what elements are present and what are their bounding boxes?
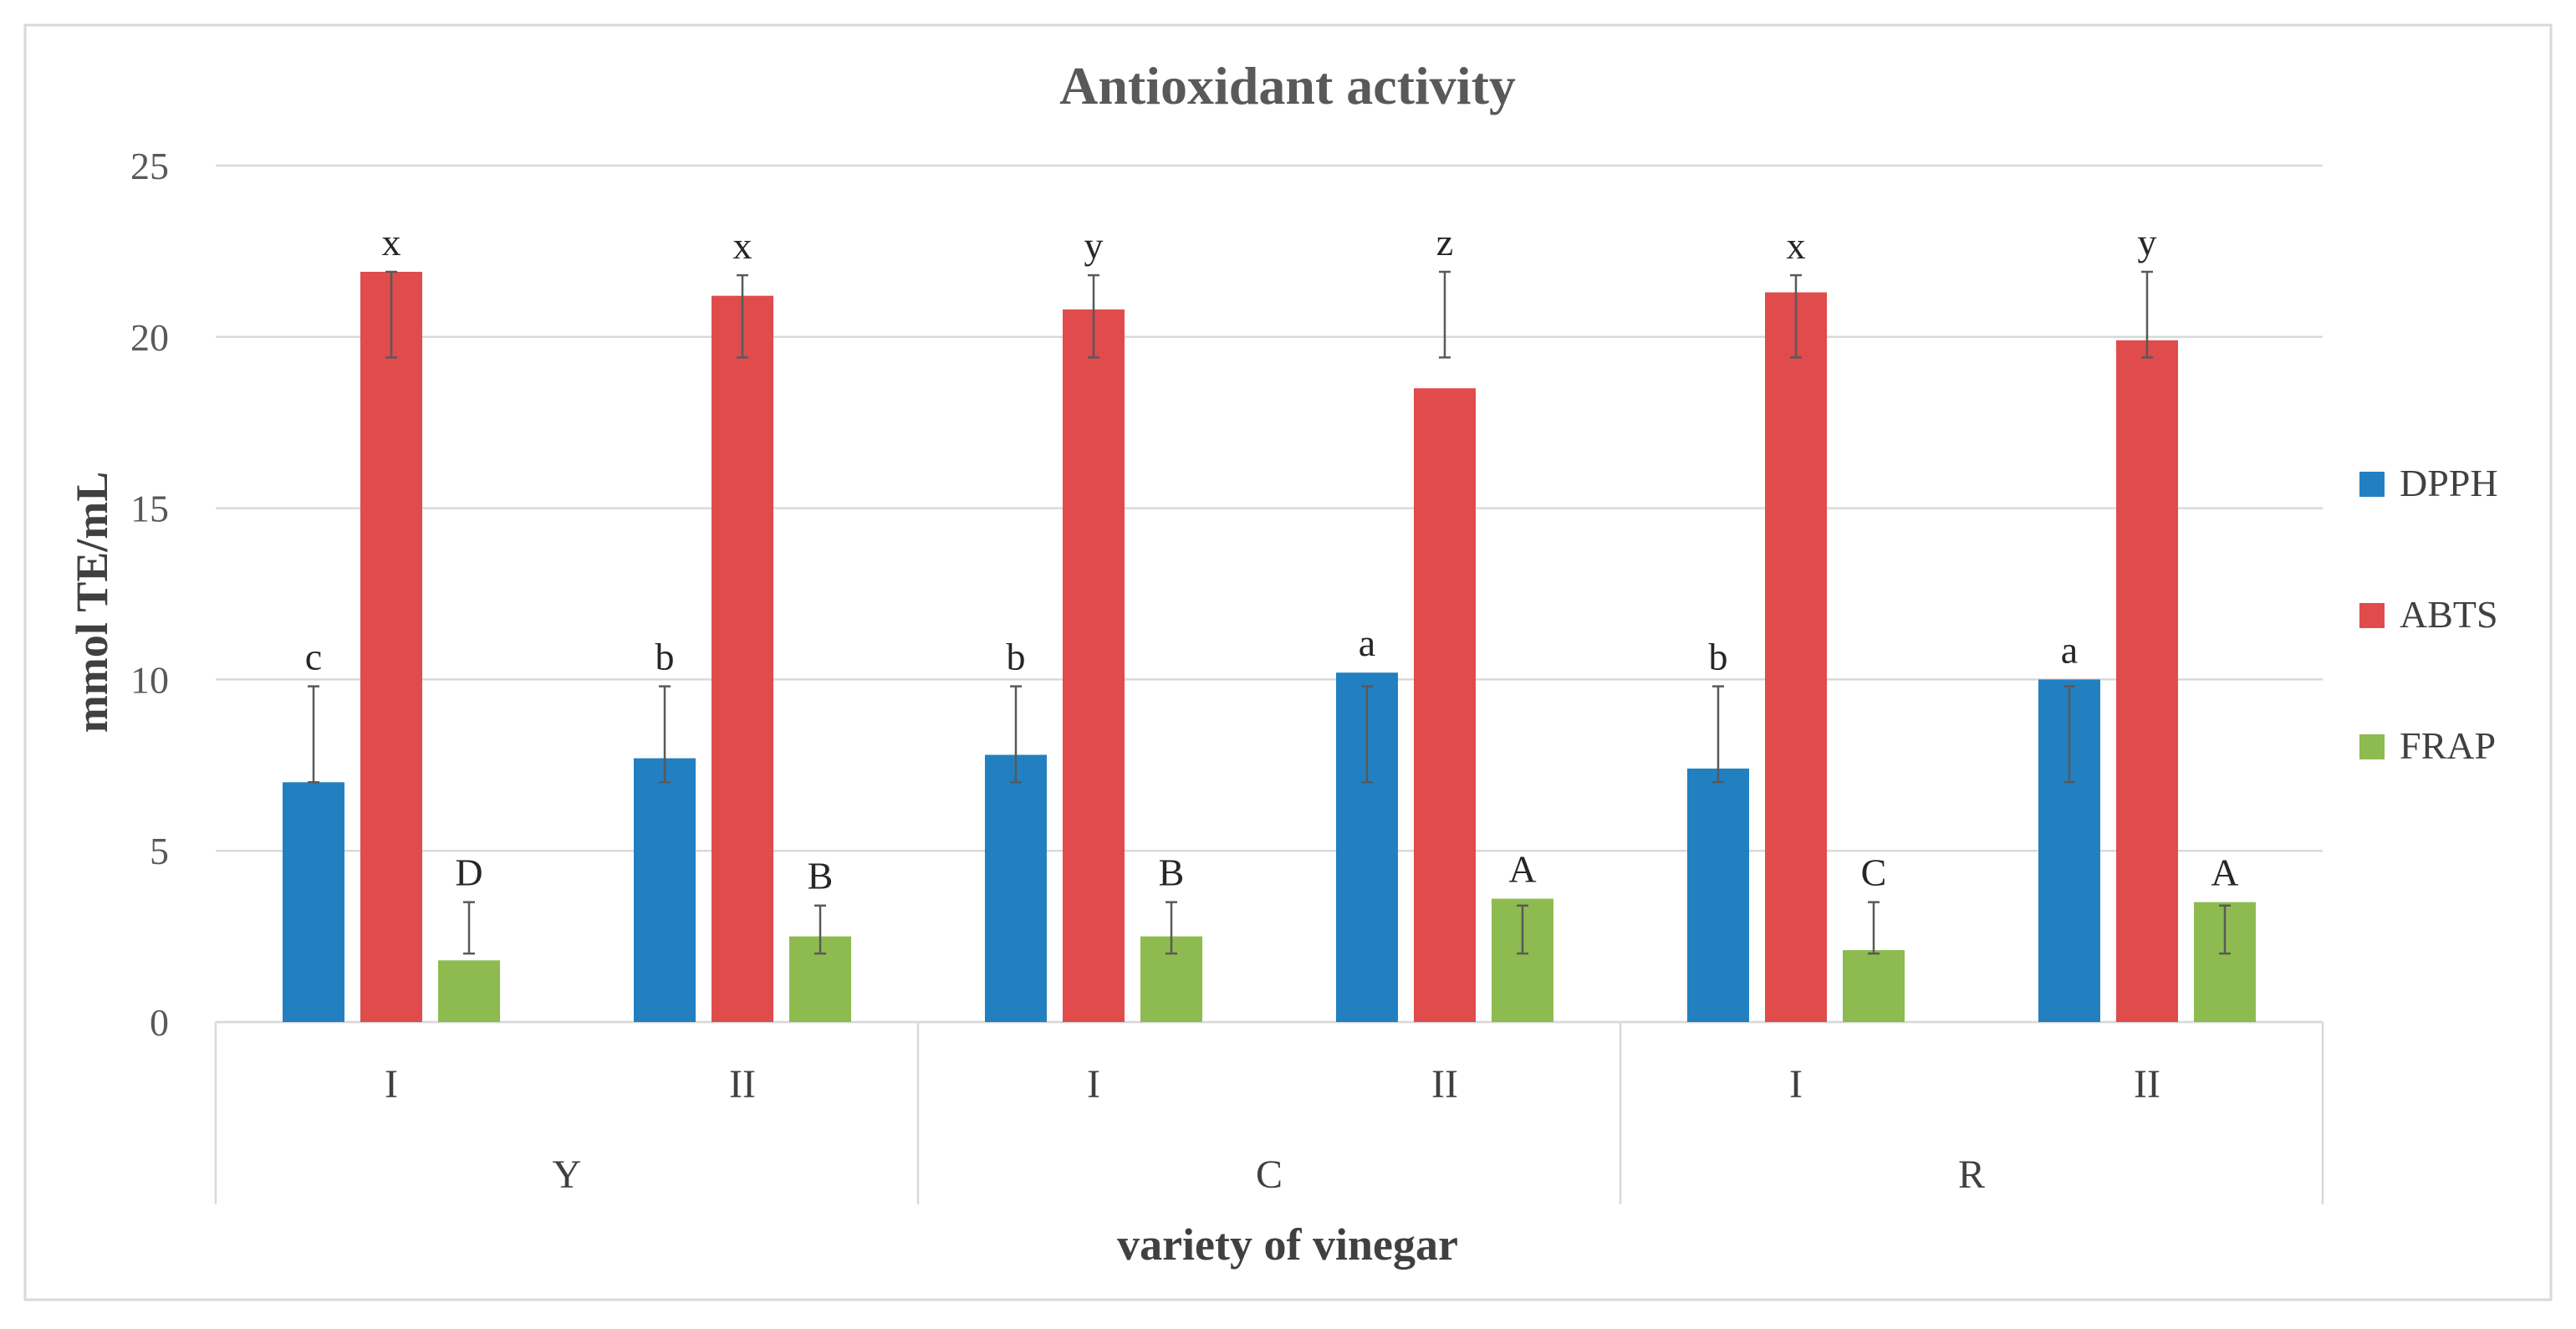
- significance-label: D: [455, 851, 482, 894]
- y-tick-label-15: 15: [130, 488, 169, 530]
- legend-label-dpph: DPPH: [2400, 462, 2498, 504]
- significance-label: z: [1436, 221, 1453, 263]
- bar-abts: [1765, 292, 1827, 1022]
- significance-label: a: [2061, 628, 2078, 671]
- significance-label: c: [305, 636, 322, 678]
- bar-frap: [1843, 949, 1905, 1022]
- bar-abts: [1063, 309, 1125, 1023]
- legend-swatch-abts: [2359, 603, 2385, 628]
- significance-label: y: [1084, 224, 1104, 267]
- significance-label: C: [1861, 851, 1887, 894]
- category-tick-label: I: [385, 1062, 398, 1107]
- category-tick-label: I: [1789, 1062, 1803, 1107]
- bar-dpph: [634, 758, 696, 1022]
- significance-label: B: [1159, 851, 1185, 894]
- y-axis-title: mmol TE/mL: [67, 472, 117, 734]
- group-label-Y: Y: [553, 1153, 582, 1197]
- y-tick-label-10: 10: [130, 658, 169, 701]
- chart-title: Antioxidant activity: [1059, 56, 1516, 115]
- y-tick-label-5: 5: [150, 830, 169, 872]
- legend-label-frap: FRAP: [2400, 724, 2496, 767]
- bars: [283, 271, 2256, 1023]
- legend-label-abts: ABTS: [2400, 593, 2498, 636]
- bar-dpph: [1687, 768, 1749, 1022]
- legend-swatch-dpph: [2359, 472, 2385, 497]
- y-tick-label-20: 20: [130, 316, 169, 359]
- bar-abts: [2116, 340, 2178, 1022]
- group-label-C: C: [1256, 1153, 1283, 1197]
- significance-label: b: [1007, 636, 1026, 678]
- bar-abts: [1414, 388, 1476, 1022]
- significance-label: x: [1787, 224, 1806, 267]
- significance-label: a: [1359, 621, 1375, 664]
- category-tick-label: II: [729, 1062, 756, 1107]
- legend: DPPH ABTS FRAP: [2359, 462, 2498, 767]
- bar-dpph: [283, 782, 344, 1022]
- error-bars: [308, 270, 2231, 955]
- category-tick-label: II: [1431, 1062, 1458, 1107]
- y-tick-label-0: 0: [150, 1001, 169, 1044]
- category-tick-label: I: [1087, 1062, 1100, 1107]
- legend-swatch-frap: [2359, 734, 2385, 759]
- significance-label: B: [808, 855, 834, 897]
- significance-label: b: [1709, 636, 1728, 678]
- significance-label: x: [733, 224, 752, 267]
- significance-label: x: [382, 221, 401, 263]
- x-axis-title: variety of vinegar: [1117, 1219, 1458, 1270]
- y-tick-label-25: 25: [130, 145, 169, 187]
- bar-abts: [360, 271, 422, 1022]
- bar-frap: [438, 960, 500, 1022]
- significance-labels: c b b a b a x x y z x y D B B A C A: [305, 221, 2239, 897]
- group-label-R: R: [1958, 1153, 1985, 1197]
- bar-dpph: [985, 754, 1047, 1022]
- category-tick-label: II: [2134, 1062, 2160, 1107]
- significance-label: A: [2211, 851, 2238, 894]
- significance-label: A: [1508, 848, 1536, 891]
- bar-abts: [712, 295, 773, 1022]
- significance-label: b: [655, 636, 675, 678]
- significance-label: y: [2138, 221, 2157, 263]
